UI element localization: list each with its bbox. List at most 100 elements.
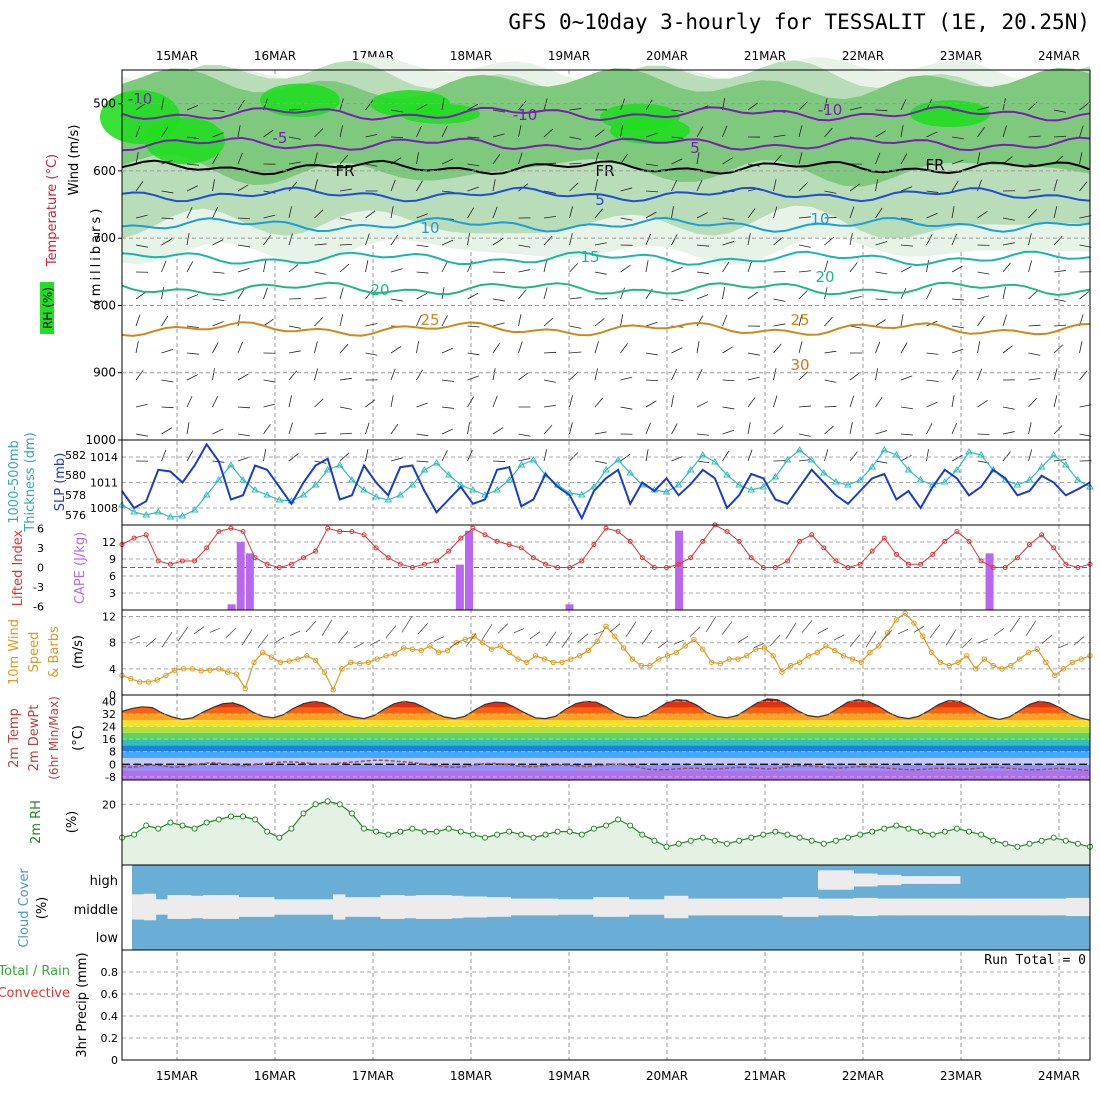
wind-barb <box>339 125 344 138</box>
wind10-barb <box>481 624 493 641</box>
wind-barb <box>186 185 198 192</box>
rh-band-bright <box>610 117 690 144</box>
wind-barb <box>390 109 403 113</box>
lifted-index-point <box>651 565 657 570</box>
lifted-index-point <box>821 545 827 551</box>
lifted-index-point <box>809 532 815 538</box>
wind10-barb <box>433 636 445 642</box>
wind-barb <box>747 291 759 300</box>
wind-barb <box>212 109 225 113</box>
thickness-label-2: Thickness (dm) <box>23 432 38 532</box>
wind10-point <box>418 647 424 654</box>
wind-barb <box>186 422 190 435</box>
wind-barb <box>441 261 448 273</box>
isotherm-5 <box>121 186 1091 203</box>
cloud-middle-bar <box>628 899 642 915</box>
wind-barb <box>416 152 419 165</box>
wind10-point <box>594 638 600 645</box>
precip-tick-label: 0.8 <box>101 966 119 979</box>
cloud-middle-bar <box>782 897 795 917</box>
thickness-point <box>130 508 138 515</box>
thickness-point <box>239 476 247 483</box>
rh2m-point <box>179 822 186 829</box>
wind-barb <box>977 271 990 275</box>
wind10-point <box>374 656 380 662</box>
wind10-point <box>497 643 504 649</box>
upper-air-ylabel: (millibars) <box>89 206 104 305</box>
wind10-barb <box>529 631 541 640</box>
wind10-barb <box>1057 643 1069 649</box>
thickness-point <box>311 481 320 488</box>
wind10-point <box>805 653 812 659</box>
wind-barb <box>365 352 378 356</box>
wind-barb <box>594 318 605 327</box>
wind10-point <box>620 645 627 651</box>
temp-tick-label: 40 <box>102 695 116 708</box>
cloud-high-bar <box>853 873 866 887</box>
bottom-date-label: 17MAR <box>352 1069 394 1083</box>
wind-barb <box>263 235 271 246</box>
wind-barb <box>594 271 607 275</box>
wind-barb <box>696 315 704 327</box>
wind-barb <box>186 294 199 300</box>
rh2m-area <box>122 801 1090 865</box>
wind-barb <box>186 395 193 408</box>
wind10-point <box>937 659 944 666</box>
wind-barb <box>926 352 939 355</box>
cloud-middle-bar <box>451 895 464 919</box>
lifted-index-point <box>724 529 730 535</box>
wind-barb <box>186 325 199 329</box>
wind-barb <box>926 401 938 408</box>
rh2m-point <box>651 837 658 844</box>
wind10-point <box>1016 656 1023 662</box>
thickness-point <box>602 466 610 473</box>
wind-barb <box>798 459 811 462</box>
rh2m-point <box>167 819 174 826</box>
wind-barb <box>849 233 853 246</box>
rh2m-point <box>288 825 295 832</box>
wind10-point <box>972 666 979 672</box>
wind10-point <box>339 666 345 672</box>
cloud-middle-bar <box>912 898 925 916</box>
wind10-label-2: Speed <box>27 632 42 673</box>
bottom-date-label: 24MAR <box>1038 1069 1080 1083</box>
wind-barb <box>671 180 678 192</box>
wind-barb <box>722 450 730 462</box>
wind-barb <box>722 241 735 246</box>
lifted-index-point <box>990 565 996 570</box>
wind-barb <box>951 265 963 273</box>
isotherm-FR <box>121 159 1091 176</box>
cloud-middle-bar <box>983 898 996 916</box>
wind-barb <box>416 125 422 138</box>
wind-barb <box>849 422 853 435</box>
lifted-index-point <box>627 538 633 544</box>
wind-barb <box>722 429 735 435</box>
wind-barb <box>390 368 396 381</box>
wind-barb <box>773 343 782 354</box>
wind-barb <box>212 132 224 138</box>
wind10-point <box>955 659 961 666</box>
slp-tick-label: 1014 <box>90 451 118 464</box>
cloud-middle-bar <box>723 898 736 916</box>
wind-barb <box>161 427 172 435</box>
precip-ylabel: 3hr Precip (mm) <box>75 952 90 1057</box>
wind-barb <box>875 179 879 192</box>
wind-barb <box>722 314 728 327</box>
wind-barb <box>824 405 837 408</box>
wind10-point <box>506 649 512 656</box>
y-tick-label: 900 <box>93 366 116 380</box>
wind-barb <box>849 451 858 462</box>
lifted-index-point <box>325 525 331 531</box>
cloud-middle-bar <box>285 899 299 915</box>
wind-barb <box>263 424 271 435</box>
wind-barb <box>977 152 981 165</box>
wind-barb <box>671 298 684 301</box>
thickness-line <box>121 449 1091 518</box>
cloud-high-bar <box>948 876 961 884</box>
wind-barb <box>926 449 929 462</box>
wind-barb <box>569 182 579 192</box>
wind-barb <box>875 207 883 219</box>
cloud-middle-bar <box>936 898 949 916</box>
lifted-index-point <box>869 548 875 554</box>
wind10-point <box>532 653 539 659</box>
